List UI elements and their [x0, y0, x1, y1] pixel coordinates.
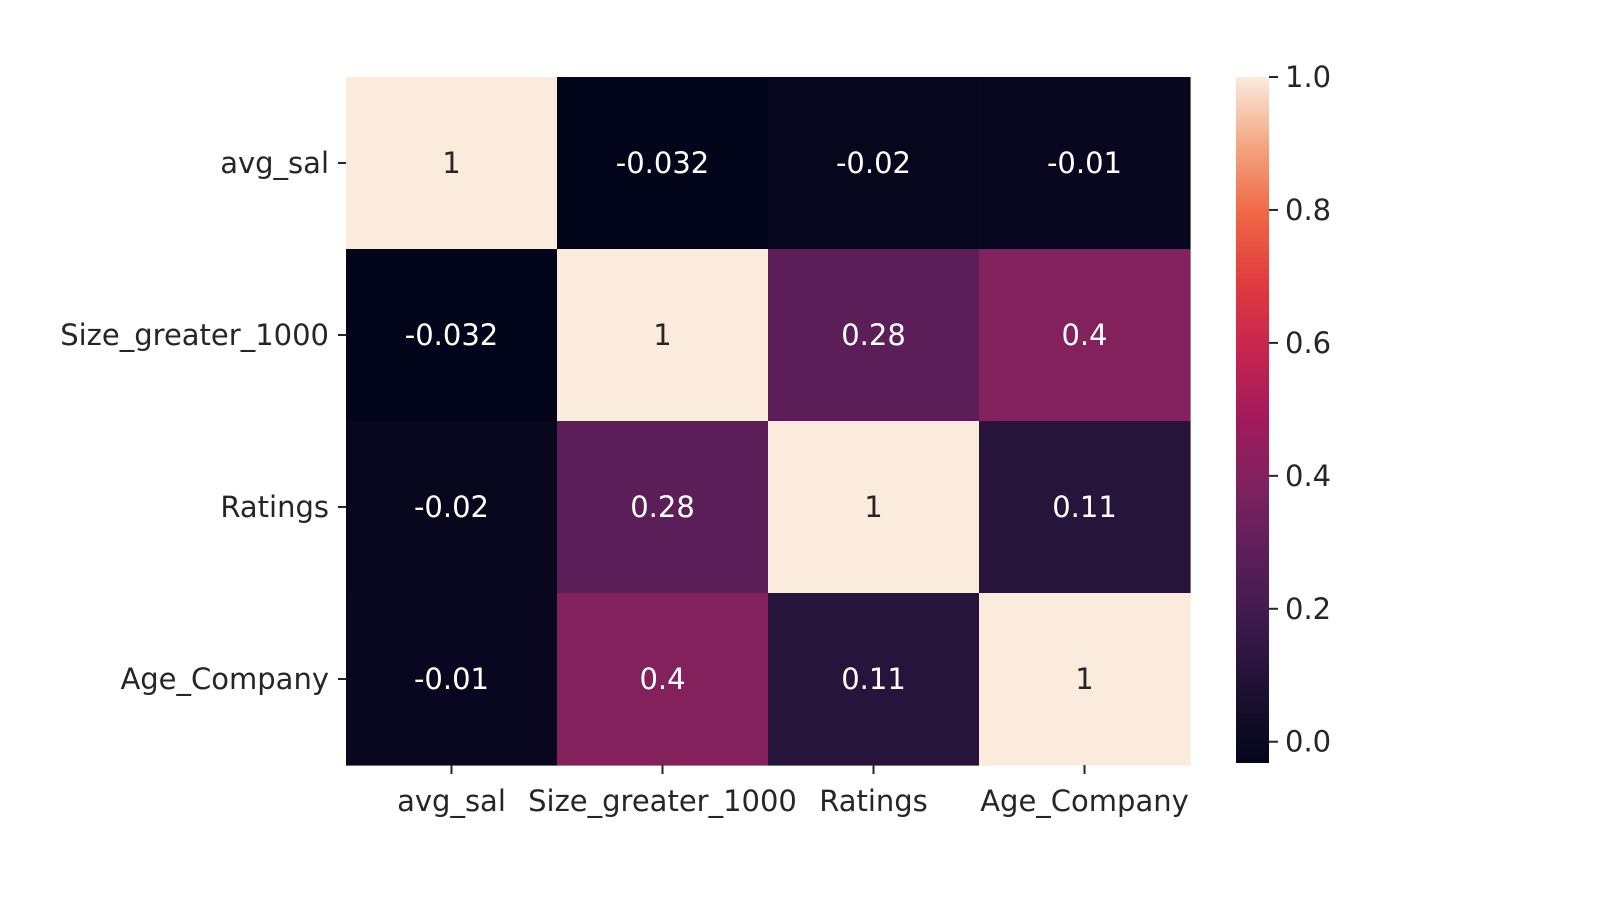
cell-value-label: 1 — [442, 146, 460, 180]
colorbar-gradient — [1236, 77, 1269, 763]
colorbar-tick-label: 0.2 — [1285, 592, 1331, 626]
x-tick-label: Age_Company — [980, 784, 1189, 818]
colorbar-tick-label: 0.8 — [1285, 193, 1331, 227]
x-tick-label: Ratings — [819, 784, 928, 818]
colorbar-tick-label: 1.0 — [1285, 60, 1331, 94]
cell-value-label: -0.01 — [1047, 146, 1122, 180]
cell-value-label: -0.02 — [414, 490, 489, 524]
colorbar-tick-label: 0.4 — [1285, 459, 1331, 493]
cell-value-label: -0.032 — [405, 318, 499, 352]
cell-value-label: 1 — [1075, 662, 1093, 696]
y-tick-label: Ratings — [220, 490, 329, 524]
y-tick-label: Size_greater_1000 — [60, 318, 329, 352]
y-tick-label: Age_Company — [120, 662, 329, 696]
cell-value-label: -0.01 — [414, 662, 489, 696]
cell-value-label: 0.4 — [639, 662, 685, 696]
y-tick-label: avg_sal — [220, 146, 329, 180]
cell-value-label: 1 — [653, 318, 671, 352]
cell-value-label: 0.28 — [841, 318, 906, 352]
y-axis: avg_sal Size_greater_1000 Ratings Age_Compa… — [60, 146, 346, 696]
x-tick-label: Size_greater_1000 — [528, 784, 797, 818]
cell-value-label: 0.4 — [1061, 318, 1107, 352]
cell-value-label: -0.02 — [836, 146, 911, 180]
colorbar-tick-label: 0.0 — [1285, 725, 1331, 759]
cell-value-label: 0.28 — [630, 490, 695, 524]
x-axis: avg_sal Size_greater_1000 Ratings Age_Compa… — [397, 765, 1189, 818]
cell-value-label: 0.11 — [1052, 490, 1117, 524]
cell-value-label: 1 — [864, 490, 882, 524]
colorbar-tick-label: 0.6 — [1285, 326, 1331, 360]
x-tick-label: avg_sal — [397, 784, 506, 818]
colorbar: 0.0 0.2 0.4 0.6 0.8 1.0 — [1236, 60, 1331, 763]
cell-value-label: -0.032 — [616, 146, 710, 180]
cell-value-label: 0.11 — [841, 662, 906, 696]
